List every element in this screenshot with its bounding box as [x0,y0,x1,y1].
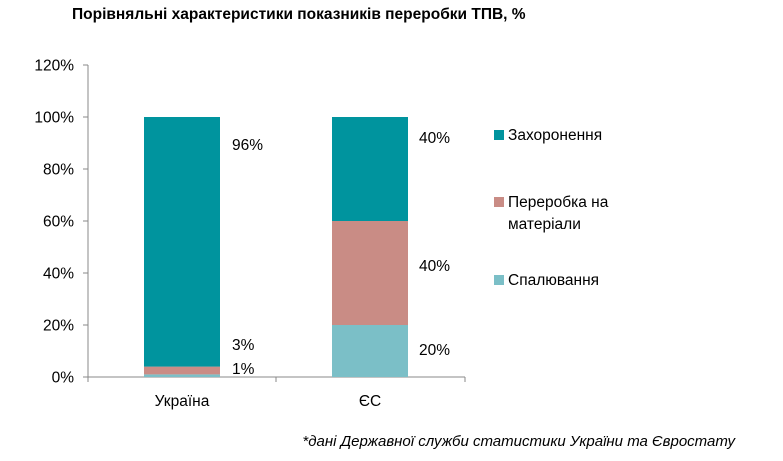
data-label: 40% [419,258,450,275]
y-tick-label: 0% [52,370,75,387]
bar-segment [332,117,408,221]
bar-segment [144,117,220,367]
legend-swatch [494,275,504,285]
data-label: 40% [419,130,450,147]
y-tick-label: 20% [43,318,74,335]
bar-segment [144,374,220,377]
legend-label: Спалювання [508,272,599,289]
legend-label: Захоронення [508,127,602,144]
data-label: 96% [232,137,263,154]
bar-segment [332,221,408,325]
legend-swatch [494,197,504,207]
y-tick-label: 80% [43,162,74,179]
chart-title: Порівняльні характеристики показників пе… [72,6,526,23]
data-label: 1% [232,361,255,378]
y-tick-label: 60% [43,214,74,231]
source-footnote: *дані Державної служби статистики Україн… [302,433,735,450]
x-tick-label: ЄС [359,393,381,410]
x-tick-label: Україна [155,393,210,410]
data-label: 3% [232,337,255,354]
bar-segment [144,366,220,375]
legend-swatch [494,130,504,140]
y-tick-label: 100% [34,110,74,127]
legend-label: Переробка на [508,194,609,211]
legend-label: матеріали [508,216,581,233]
data-label: 20% [419,342,450,359]
bar-segment [332,325,408,377]
y-tick-label: 120% [34,58,74,75]
y-tick-label: 40% [43,266,74,283]
